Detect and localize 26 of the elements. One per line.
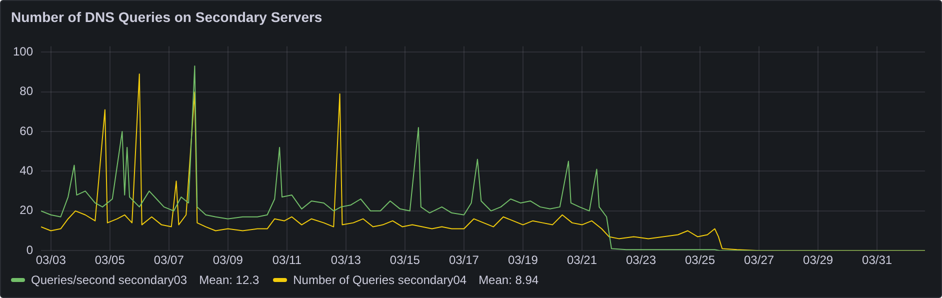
x-tick-label: 03/07 — [154, 253, 184, 268]
y-tick-label: 0 — [26, 242, 34, 257]
x-tick-label: 03/05 — [94, 253, 126, 268]
x-tick-label: 03/29 — [803, 253, 834, 268]
x-tick-label: 03/11 — [272, 253, 302, 268]
x-tick-label: 03/09 — [212, 253, 244, 268]
x-tick-label: 03/23 — [626, 253, 656, 268]
x-tick-label: 03/25 — [684, 253, 716, 268]
x-tick-label: 03/17 — [448, 253, 480, 268]
x-tick-label: 03/15 — [390, 253, 420, 268]
text: Mean: 8.94 — [478, 273, 539, 287]
x-tick-label: 03/13 — [330, 253, 362, 268]
legend-label: Number of Queries secondary04 — [293, 273, 467, 287]
y-tick-label: 40 — [20, 164, 34, 178]
y-tick-label: 60 — [20, 124, 34, 138]
x-tick-label: 03/19 — [508, 253, 538, 268]
x-tick-label: 03/31 — [862, 253, 892, 268]
x-tick-label: 03/03 — [36, 253, 66, 268]
text: Mean: 12.3 — [199, 273, 260, 287]
x-tick-label: 03/27 — [744, 253, 774, 268]
x-tick-label: 03/21 — [566, 253, 598, 268]
y-tick-label: 80 — [20, 84, 34, 98]
chart-title: Number of DNS Queries on Secondary Servers — [10, 8, 324, 27]
y-tick-label: 20 — [20, 203, 34, 218]
legend-label: Queries/second secondary03 — [31, 273, 188, 287]
y-tick-label: 100 — [12, 44, 34, 58]
